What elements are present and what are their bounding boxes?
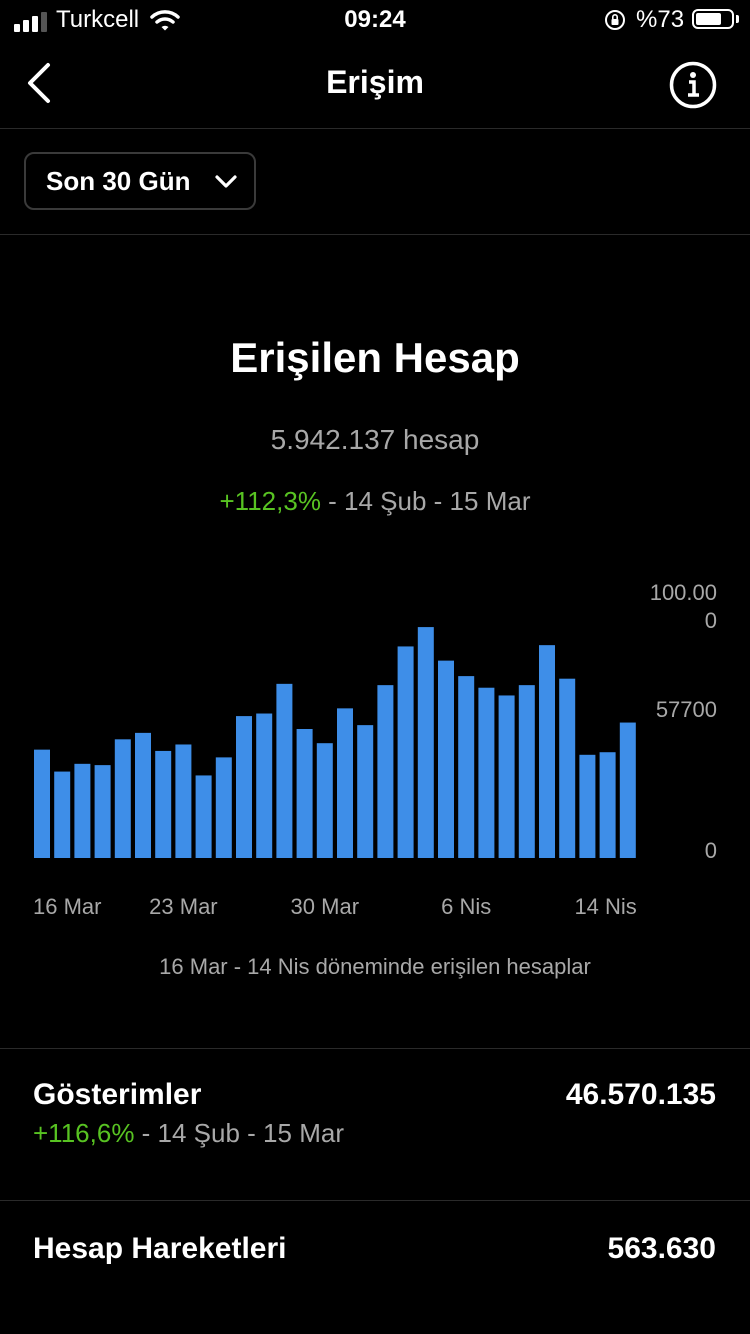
chart-bar[interactable] — [316, 743, 333, 858]
chart-bar[interactable] — [478, 687, 495, 858]
chart-bar[interactable] — [114, 739, 131, 858]
chart-bar[interactable] — [417, 627, 434, 858]
divider — [0, 1048, 750, 1049]
chart-bar[interactable] — [559, 678, 576, 858]
status-bar: Turkcell 09:24 %73 — [0, 0, 750, 40]
chart-bar[interactable] — [498, 695, 515, 858]
impressions-change: +116,6% — [33, 1118, 135, 1148]
chart-bar[interactable] — [94, 765, 111, 858]
battery-percent: %73 — [636, 6, 685, 33]
x-tick-label: 16 Mar — [33, 894, 101, 919]
chart-bar[interactable] — [74, 763, 91, 858]
x-tick-label: 30 Mar — [291, 894, 359, 919]
reach-change: +112,3% — [219, 486, 321, 516]
chart-bar[interactable] — [276, 683, 293, 858]
impressions-value: 46.570.135 — [565, 1078, 716, 1111]
reach-period: - 14 Şub - 15 Mar — [320, 486, 531, 516]
chart-bar[interactable] — [155, 750, 172, 858]
rotation-lock-icon — [605, 10, 625, 30]
chart-bar[interactable] — [135, 732, 151, 858]
chart-bar[interactable] — [256, 713, 273, 858]
chart-bar[interactable] — [539, 645, 555, 858]
reach-value: 5.942.137 hesap — [270, 424, 480, 455]
battery-tip — [736, 15, 739, 23]
chart-bar[interactable] — [54, 771, 71, 858]
chart-bar[interactable] — [599, 752, 616, 858]
chevron-left-icon[interactable] — [24, 62, 54, 104]
chevron-down-icon — [215, 175, 237, 188]
x-tick-label: 14 Nis — [574, 894, 636, 919]
chart-bar[interactable] — [34, 749, 50, 858]
carrier-name: Turkcell — [56, 6, 140, 33]
clock: 09:24 — [344, 6, 406, 33]
account-activity-label: Hesap Hareketleri — [33, 1232, 287, 1265]
divider — [0, 128, 750, 129]
info-icon[interactable] — [668, 60, 718, 110]
date-range-label: Son 30 Gün — [46, 166, 191, 196]
chart-bar[interactable] — [337, 708, 353, 858]
y-tick-label: 0 — [705, 838, 717, 863]
divider — [0, 234, 750, 235]
divider — [0, 1200, 750, 1201]
reach-title: Erişilen Hesap — [230, 334, 520, 381]
chart-bar[interactable] — [215, 757, 232, 858]
y-tick-label: 100.00 0 — [650, 580, 717, 633]
chart-bar[interactable] — [377, 685, 394, 858]
cellular-signal-icon — [14, 12, 47, 32]
chart-bar[interactable] — [397, 646, 414, 858]
chart-bar[interactable] — [518, 685, 535, 858]
chart-bar[interactable] — [619, 722, 636, 858]
chart-bar[interactable] — [236, 716, 252, 858]
reach-bar-chart: 100.00 0 57700 0 16 Mar 23 Mar 30 Mar 6 Nis 14 N… — [33, 580, 717, 919]
chart-bar[interactable] — [357, 725, 374, 858]
wifi-icon — [150, 10, 180, 31]
chart-bar[interactable] — [296, 729, 313, 858]
battery-icon — [692, 9, 734, 29]
date-range-dropdown[interactable]: Son 30 Gün — [24, 152, 256, 210]
chart-bar[interactable] — [175, 744, 192, 858]
impressions-period: - 14 Şub - 15 Mar — [134, 1118, 344, 1148]
x-tick-label: 23 Mar — [149, 894, 217, 919]
chart-caption: 16 Mar - 14 Nis döneminde erişilen hesap… — [159, 954, 591, 979]
x-tick-label: 6 Nis — [441, 894, 491, 919]
chart-bar[interactable] — [438, 660, 454, 858]
page-title: Erişim — [326, 64, 424, 100]
reach-change-row: +112,3% - 14 Şub - 15 Mar — [0, 486, 750, 517]
impressions-change-row: +116,6% - 14 Şub - 15 Mar — [33, 1118, 344, 1149]
chart-bar[interactable] — [195, 775, 212, 858]
chart-bar[interactable] — [458, 676, 475, 858]
account-activity-value: 563.630 — [607, 1232, 716, 1265]
impressions-label: Gösterimler — [33, 1078, 202, 1111]
chart-bar[interactable] — [579, 754, 596, 858]
y-tick-label: 57700 — [656, 697, 717, 722]
